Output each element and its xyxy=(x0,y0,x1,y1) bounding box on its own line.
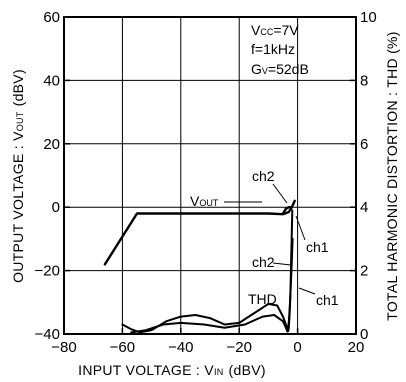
y-left-tick-label: 60 xyxy=(43,9,60,26)
y-left-tick-label: 40 xyxy=(43,72,60,89)
x-axis-title: INPUT VOLTAGE : VIN (dBV) xyxy=(78,362,266,378)
y-right-tick-label: 4 xyxy=(360,199,368,216)
y-axis-right-title: TOTAL HARMONIC DISTORTION : THD (%) xyxy=(384,31,400,320)
x-tick-label: 0 xyxy=(293,339,301,356)
series-line-3 xyxy=(130,314,289,334)
condition-vcc: VCC=7V xyxy=(251,22,299,38)
thd-label: THD xyxy=(248,291,277,307)
y-axis-left-title: OUTPUT VOLTAGE : VOUT(dBV) xyxy=(10,69,26,283)
series-line-2 xyxy=(121,302,290,334)
x-tick-label: 20 xyxy=(348,339,365,356)
x-tick-label: −40 xyxy=(168,339,193,356)
x-tick-label: −20 xyxy=(226,339,251,356)
ch1-upper-leader xyxy=(295,215,306,241)
y-right-tick-label: 6 xyxy=(360,136,368,153)
plot-frame xyxy=(63,16,357,335)
y-right-tick-label: 0 xyxy=(360,326,368,343)
y-right-tick-label: 10 xyxy=(360,9,377,26)
series-line-1 xyxy=(281,205,292,215)
ch1-lower-label: ch1 xyxy=(316,292,339,308)
ch2-lower-label: ch2 xyxy=(252,254,275,270)
grid xyxy=(64,17,356,334)
y-left-tick-label: −40 xyxy=(35,326,60,343)
vout-label: VOUT xyxy=(190,193,219,209)
ch1-lower-leader xyxy=(298,287,316,295)
y-left-tick-label: 0 xyxy=(52,199,60,216)
ch2-upper-leader xyxy=(272,183,288,204)
ch2-lower-leader xyxy=(272,262,292,266)
x-tick-label: −80 xyxy=(51,339,76,356)
y-left-tick-label: −20 xyxy=(35,263,60,280)
series-group xyxy=(103,199,296,334)
ch2-upper-label: ch2 xyxy=(252,168,275,184)
y-right-tick-label: 8 xyxy=(360,72,368,89)
series-line-0 xyxy=(103,199,296,266)
condition-freq: f=1kHz xyxy=(251,41,295,57)
series-line-5 xyxy=(286,237,294,333)
ch1-upper-label: ch1 xyxy=(306,239,329,255)
y-right-tick-label: 2 xyxy=(360,263,368,280)
x-tick-label: −60 xyxy=(110,339,135,356)
y-left-tick-label: 20 xyxy=(43,136,60,153)
condition-gv: GV=52dB xyxy=(251,61,309,77)
